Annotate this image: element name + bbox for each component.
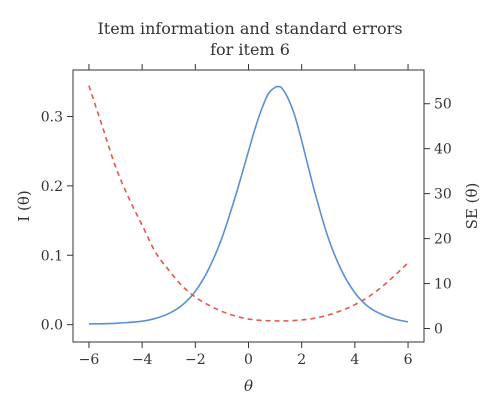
y-axis-right-label: SE (θ) xyxy=(463,183,481,230)
x-tick-label: −6 xyxy=(79,352,100,368)
x-tick-label: −4 xyxy=(132,352,153,368)
series-layer xyxy=(88,85,409,325)
y-right-tick-label: 0 xyxy=(434,322,443,338)
plot-frame xyxy=(72,69,425,343)
y-left-tick-label: 0.3 xyxy=(41,109,63,125)
y-left-tick-label: 0.2 xyxy=(41,179,63,195)
chart-title-line-1: Item information and standard errors xyxy=(97,19,402,38)
x-axis-label: θ xyxy=(244,377,253,395)
y-right-tick-label: 50 xyxy=(434,97,452,113)
y-axis-left: 0.0 0.1 0.2 0.3 xyxy=(41,109,73,334)
x-axis: −6 −4 −2 0 2 4 6 xyxy=(79,64,413,368)
x-tick-label: 4 xyxy=(350,352,359,368)
x-tick-label: 0 xyxy=(244,352,253,368)
y-right-tick-label: 40 xyxy=(434,142,452,158)
x-tick-label: 6 xyxy=(404,352,413,368)
x-tick-label: 2 xyxy=(297,352,306,368)
x-tick-label: −2 xyxy=(185,352,206,368)
y-left-tick-label: 0.1 xyxy=(41,248,63,264)
series-se-dashed-line xyxy=(88,85,409,322)
y-axis-right: 0 10 20 30 40 50 xyxy=(424,97,452,338)
chart-title-line-2: for item 6 xyxy=(210,40,290,59)
y-right-tick-label: 10 xyxy=(434,277,452,293)
y-left-tick-label: 0.0 xyxy=(41,318,63,334)
y-right-tick-label: 20 xyxy=(434,232,452,248)
series-information-line xyxy=(88,85,409,325)
y-axis-left-label: I (θ) xyxy=(15,190,33,221)
y-right-tick-label: 30 xyxy=(434,187,452,203)
